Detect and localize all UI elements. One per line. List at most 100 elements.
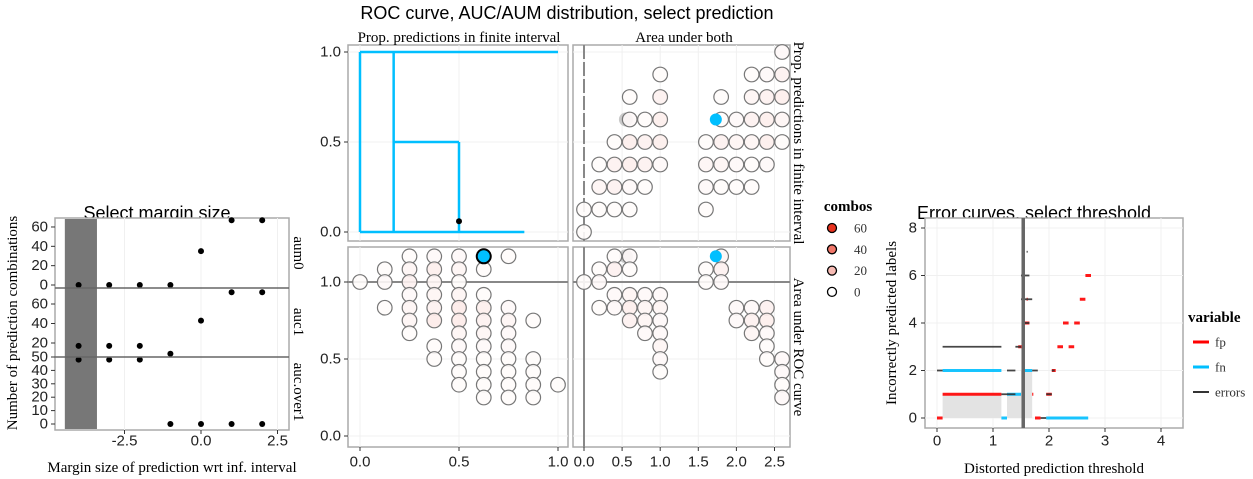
margin-point[interactable] [228, 421, 235, 427]
prop-auc-point[interactable] [376, 274, 393, 290]
aum-prop-point[interactable] [621, 89, 638, 105]
aum-auc-point[interactable] [621, 312, 638, 329]
aum-auc-point[interactable] [652, 363, 669, 380]
aum-prop-point[interactable] [728, 134, 745, 150]
margin-point[interactable] [259, 289, 266, 296]
aum-prop-point[interactable] [621, 179, 638, 195]
aum-prop-point[interactable] [713, 179, 730, 195]
margin-point[interactable] [75, 356, 82, 363]
aum-auc-point[interactable] [758, 351, 775, 367]
margin-point[interactable] [136, 342, 143, 349]
aum-prop-point[interactable] [743, 156, 760, 173]
aum-prop-point[interactable] [591, 201, 608, 218]
aum-prop-point[interactable] [606, 179, 623, 195]
aum-auc-point[interactable] [774, 389, 791, 406]
aum-prop-point[interactable] [652, 66, 669, 83]
aum-prop-point[interactable] [743, 66, 760, 83]
margin-point[interactable] [106, 342, 113, 349]
aum-prop-point[interactable] [591, 179, 608, 195]
prop-auc-point[interactable] [525, 312, 542, 329]
prop-auc-point[interactable] [475, 389, 492, 406]
aum-prop-selected-point[interactable] [709, 113, 722, 126]
margin-point[interactable] [259, 217, 266, 224]
aum-auc-point[interactable] [637, 325, 653, 342]
aum-prop-point[interactable] [698, 179, 714, 195]
prop-auc-point[interactable] [525, 389, 542, 406]
prop-auc-point[interactable] [401, 325, 418, 342]
prop-auc-point[interactable] [550, 376, 566, 393]
aum-prop-point[interactable] [713, 89, 730, 105]
aum-prop-point[interactable] [698, 201, 714, 218]
prop-auc-point[interactable] [451, 376, 467, 393]
margin-point[interactable] [75, 282, 82, 288]
aum-prop-point[interactable] [743, 89, 760, 105]
aum-prop-point[interactable] [774, 134, 791, 150]
aum-auc-point[interactable] [621, 261, 638, 278]
aum-prop-point[interactable] [621, 111, 638, 128]
margin-point[interactable] [136, 356, 143, 363]
margin-point[interactable] [75, 342, 82, 349]
aum-prop-point[interactable] [743, 179, 760, 195]
margin-point[interactable] [167, 350, 174, 357]
aum-auc-point[interactable] [728, 312, 745, 329]
prop-auc-point[interactable] [500, 389, 517, 406]
aum-prop-point[interactable] [637, 179, 653, 195]
aum-prop-point[interactable] [774, 66, 791, 83]
aum-prop-point[interactable] [728, 179, 745, 195]
margin-point[interactable] [228, 289, 235, 296]
aum-prop-point[interactable] [621, 201, 638, 218]
aum-prop-point[interactable] [576, 224, 592, 240]
aum-auc-selected-point[interactable] [709, 250, 722, 263]
aum-prop-point[interactable] [621, 156, 638, 173]
aum-auc-point[interactable] [698, 274, 714, 290]
aum-auc-point[interactable] [591, 299, 608, 316]
aum-prop-point[interactable] [637, 156, 653, 173]
aum-prop-point[interactable] [606, 156, 623, 173]
margin-point[interactable] [136, 282, 143, 288]
aum-prop-point[interactable] [652, 156, 669, 173]
aum-prop-point[interactable] [591, 156, 608, 173]
aum-prop-point[interactable] [606, 134, 623, 150]
aum-auc-point[interactable] [591, 274, 608, 290]
margin-point[interactable] [198, 317, 204, 324]
aum-prop-point[interactable] [713, 134, 730, 150]
aum-prop-point[interactable] [758, 66, 775, 83]
aum-prop-point[interactable] [743, 134, 760, 150]
aum-prop-point[interactable] [758, 89, 775, 105]
margin-point[interactable] [228, 217, 235, 224]
aum-prop-point[interactable] [637, 111, 653, 128]
aum-prop-point[interactable] [728, 111, 745, 128]
aum-prop-point[interactable] [774, 111, 791, 128]
aum-auc-point[interactable] [713, 274, 730, 290]
aum-auc-point[interactable] [606, 261, 623, 278]
aum-auc-point[interactable] [576, 274, 592, 290]
prop-auc-point[interactable] [500, 248, 517, 265]
aum-prop-point[interactable] [698, 156, 714, 173]
aum-prop-point[interactable] [576, 201, 592, 218]
prop-auc-point[interactable] [426, 351, 443, 367]
margin-point[interactable] [198, 421, 204, 427]
aum-prop-point[interactable] [621, 134, 638, 150]
prop-auc-point[interactable] [352, 274, 368, 290]
margin-point[interactable] [106, 356, 113, 363]
aum-prop-point[interactable] [698, 134, 714, 150]
aum-prop-point[interactable] [758, 156, 775, 173]
aum-prop-point[interactable] [743, 111, 760, 128]
aum-auc-point[interactable] [606, 299, 623, 316]
aum-prop-point[interactable] [652, 111, 669, 128]
aum-prop-point[interactable] [758, 134, 775, 150]
prop-auc-point[interactable] [426, 312, 443, 329]
margin-point[interactable] [106, 282, 113, 288]
aum-prop-point[interactable] [606, 201, 623, 218]
aum-prop-point[interactable] [774, 89, 791, 105]
prop-auc-point[interactable] [376, 299, 393, 316]
margin-point[interactable] [259, 421, 266, 427]
aum-prop-point[interactable] [637, 134, 653, 150]
aum-prop-point[interactable] [728, 156, 745, 173]
aum-prop-point[interactable] [652, 89, 669, 105]
prop-auc-selected-point[interactable] [475, 248, 492, 265]
selected-margin-region[interactable] [64, 219, 97, 429]
margin-point[interactable] [167, 421, 174, 427]
aum-prop-point[interactable] [713, 156, 730, 173]
margin-point[interactable] [198, 248, 204, 255]
